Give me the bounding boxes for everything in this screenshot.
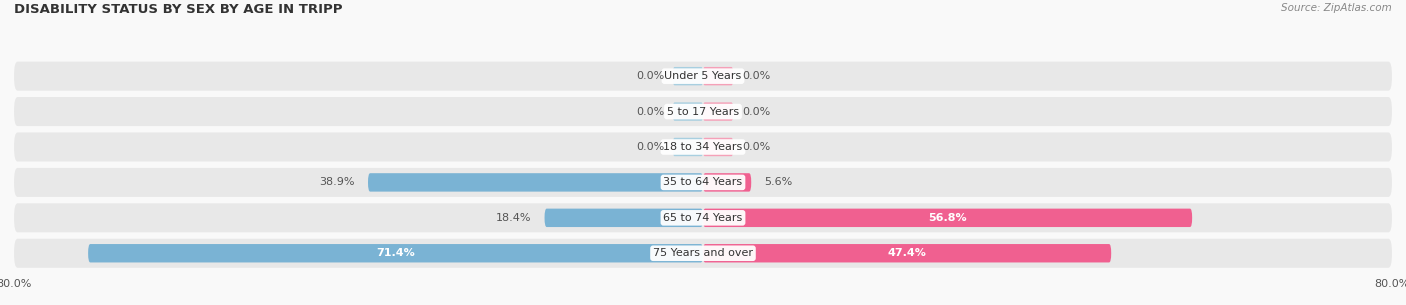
Text: 0.0%: 0.0% <box>636 106 664 117</box>
FancyBboxPatch shape <box>14 97 1392 126</box>
Text: Source: ZipAtlas.com: Source: ZipAtlas.com <box>1281 3 1392 13</box>
Text: Under 5 Years: Under 5 Years <box>665 71 741 81</box>
FancyBboxPatch shape <box>703 102 733 121</box>
Text: 0.0%: 0.0% <box>742 71 770 81</box>
FancyBboxPatch shape <box>89 244 703 263</box>
FancyBboxPatch shape <box>703 244 1111 263</box>
Text: 5 to 17 Years: 5 to 17 Years <box>666 106 740 117</box>
FancyBboxPatch shape <box>703 173 751 192</box>
FancyBboxPatch shape <box>703 67 733 85</box>
FancyBboxPatch shape <box>14 62 1392 91</box>
Text: 35 to 64 Years: 35 to 64 Years <box>664 178 742 187</box>
FancyBboxPatch shape <box>14 239 1392 268</box>
Text: 0.0%: 0.0% <box>636 71 664 81</box>
FancyBboxPatch shape <box>14 132 1392 162</box>
Text: 0.0%: 0.0% <box>636 142 664 152</box>
Text: 75 Years and over: 75 Years and over <box>652 248 754 258</box>
FancyBboxPatch shape <box>14 168 1392 197</box>
FancyBboxPatch shape <box>673 138 703 156</box>
Text: 0.0%: 0.0% <box>742 142 770 152</box>
Text: 0.0%: 0.0% <box>742 106 770 117</box>
FancyBboxPatch shape <box>703 209 1192 227</box>
Text: 18.4%: 18.4% <box>496 213 531 223</box>
Text: 47.4%: 47.4% <box>887 248 927 258</box>
FancyBboxPatch shape <box>673 67 703 85</box>
FancyBboxPatch shape <box>14 203 1392 232</box>
Text: 18 to 34 Years: 18 to 34 Years <box>664 142 742 152</box>
Text: DISABILITY STATUS BY SEX BY AGE IN TRIPP: DISABILITY STATUS BY SEX BY AGE IN TRIPP <box>14 3 343 16</box>
FancyBboxPatch shape <box>703 138 733 156</box>
Text: 65 to 74 Years: 65 to 74 Years <box>664 213 742 223</box>
Text: 71.4%: 71.4% <box>377 248 415 258</box>
Text: 38.9%: 38.9% <box>319 178 356 187</box>
FancyBboxPatch shape <box>673 102 703 121</box>
FancyBboxPatch shape <box>368 173 703 192</box>
Text: 5.6%: 5.6% <box>763 178 793 187</box>
FancyBboxPatch shape <box>544 209 703 227</box>
Text: 56.8%: 56.8% <box>928 213 967 223</box>
